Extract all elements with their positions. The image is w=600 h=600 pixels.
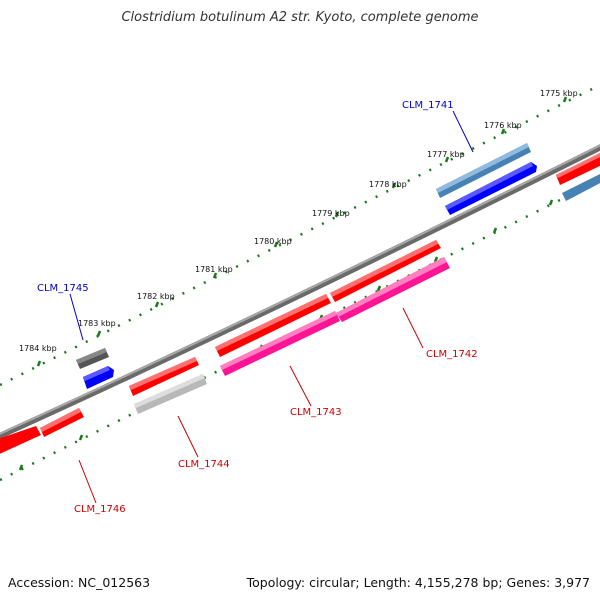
tick-label-1783: 1783 kbp [78, 319, 116, 328]
feature-cds-forward-d[interactable] [40, 408, 84, 437]
gene-labels: CLM_1741 CLM_1745 CLM_1742 CLM_1743 CLM_… [37, 100, 478, 515]
feature-cds-forward-e[interactable] [0, 426, 41, 456]
map-title: Clostridium botulinum A2 str. Kyoto, com… [121, 10, 479, 25]
feature-cds-forward-a[interactable] [330, 240, 441, 302]
outer-major-ticks [36, 96, 568, 367]
tick-label-1777: 1777 kbp [427, 150, 465, 159]
tick-label-1780: 1780 kbp [254, 237, 292, 246]
label-leaders [69, 110, 474, 504]
topology-text: Topology: circular; Length: 4,155,278 bp… [246, 575, 590, 590]
tick-label-1776: 1776 kbp [484, 121, 522, 130]
tick-label-1781: 1781 kbp [195, 265, 233, 274]
tick-label-1784: 1784 kbp [19, 344, 57, 353]
label-clm1743: CLM_1743 [290, 407, 342, 418]
label-clm1742: CLM_1742 [426, 349, 478, 360]
tick-label-1779: 1779 kbp [312, 209, 350, 218]
label-clm1746: CLM_1746 [74, 504, 126, 515]
label-clm1744: CLM_1744 [178, 459, 230, 470]
feature-cds-forward-c[interactable] [129, 357, 199, 396]
tick-label-1778: 1778 kbp [369, 180, 407, 189]
tick-label-1775: 1775 kbp [540, 89, 578, 98]
feature-cds-forward-b[interactable] [215, 294, 331, 357]
feature-right-steel[interactable] [562, 172, 600, 201]
feature-right-red[interactable] [556, 151, 600, 185]
label-clm1741: CLM_1741 [402, 100, 454, 111]
feature-clm1744[interactable] [134, 374, 207, 414]
tick-label-1782: 1782 kbp [137, 292, 175, 301]
feature-clm1742[interactable] [336, 257, 450, 322]
feature-clm1745-grey[interactable] [76, 348, 109, 369]
feature-clm1745-blue[interactable] [83, 366, 114, 389]
accession-text: Accession: NC_012563 [8, 575, 151, 590]
genome-backbone [0, 144, 600, 440]
feature-clm1741-blue[interactable] [445, 162, 537, 215]
feature-clm1741-steel[interactable] [436, 143, 531, 198]
label-clm1745: CLM_1745 [37, 283, 89, 294]
tick-labels: 1775 kbp 1776 kbp 1777 kbp 1778 kbp 1779… [19, 89, 578, 353]
feature-clm1743[interactable] [220, 311, 340, 376]
